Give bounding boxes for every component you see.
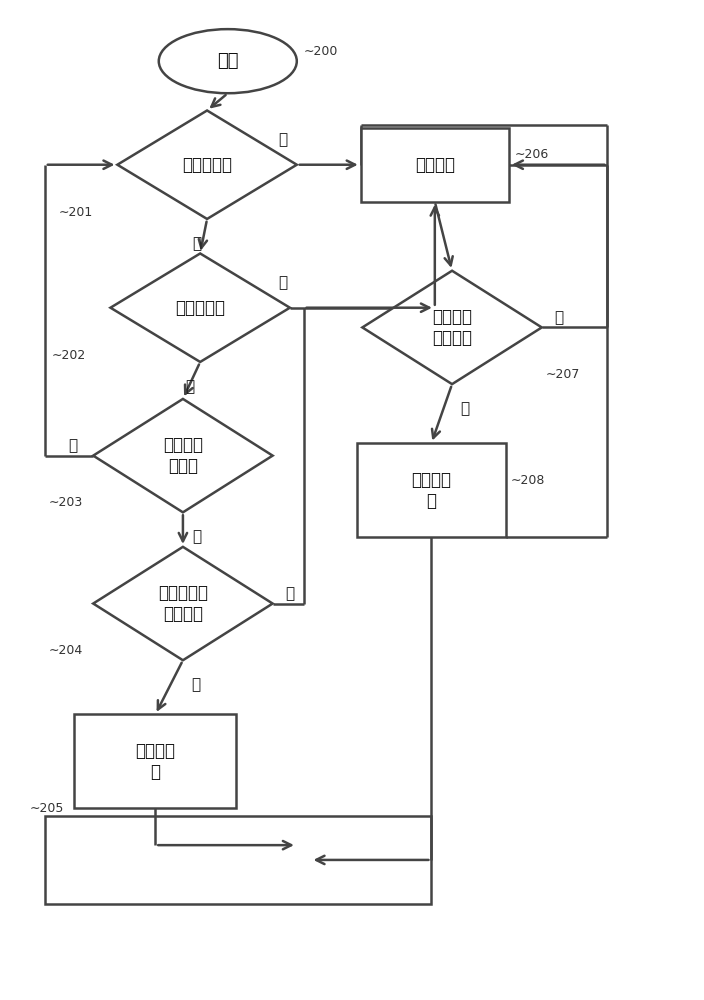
Text: ∼208: ∼208 xyxy=(511,474,546,487)
Text: 否: 否 xyxy=(285,586,294,601)
Bar xyxy=(357,443,505,537)
Text: ∼203: ∼203 xyxy=(49,496,82,509)
Polygon shape xyxy=(93,399,272,512)
Text: 否: 否 xyxy=(192,236,201,251)
Text: 是: 是 xyxy=(278,133,287,148)
Text: 有同向车辆: 有同向车辆 xyxy=(175,299,225,317)
Polygon shape xyxy=(118,110,297,219)
Polygon shape xyxy=(111,253,290,362)
Text: ∼202: ∼202 xyxy=(52,349,86,362)
Text: 否: 否 xyxy=(185,379,194,394)
Text: ∼205: ∼205 xyxy=(30,802,64,815)
Text: 是: 是 xyxy=(192,529,201,544)
Polygon shape xyxy=(93,547,272,660)
Text: 是: 是 xyxy=(460,401,469,416)
Bar xyxy=(45,816,432,904)
Text: ∼204: ∼204 xyxy=(49,644,82,657)
Text: 计算距离: 计算距离 xyxy=(415,156,455,174)
Text: 是: 是 xyxy=(278,276,287,291)
Ellipse shape xyxy=(159,29,297,93)
Text: 否: 否 xyxy=(555,310,564,325)
Text: 是否小于
安全距离: 是否小于 安全距离 xyxy=(432,308,472,347)
Text: 有反向车辆: 有反向车辆 xyxy=(182,156,232,174)
Text: 开启远光
灯: 开启远光 灯 xyxy=(135,742,175,781)
Text: 环境光照
明不足: 环境光照 明不足 xyxy=(163,436,203,475)
Text: ∼206: ∼206 xyxy=(515,148,549,161)
Text: 否: 否 xyxy=(68,438,77,453)
Text: 关闭远光
灯: 关闭远光 灯 xyxy=(411,471,451,510)
Text: 满足远光灯
开启条件: 满足远光灯 开启条件 xyxy=(158,584,208,623)
Bar xyxy=(74,714,237,808)
Text: 是: 是 xyxy=(191,677,200,692)
Text: ∼207: ∼207 xyxy=(545,368,579,381)
Text: ∼201: ∼201 xyxy=(58,206,93,219)
Polygon shape xyxy=(363,271,542,384)
Text: ∼200: ∼200 xyxy=(303,45,338,58)
Text: 开始: 开始 xyxy=(217,52,239,70)
Bar xyxy=(360,128,509,202)
